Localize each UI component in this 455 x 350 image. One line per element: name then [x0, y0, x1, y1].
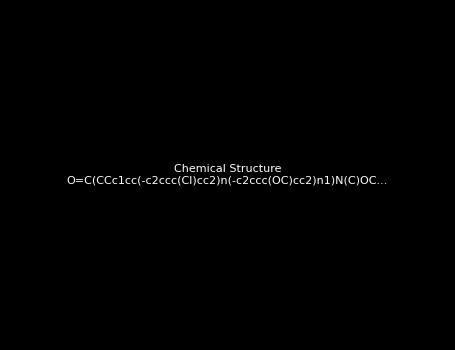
Text: Chemical Structure
O=C(CCc1cc(-c2ccc(Cl)cc2)n(-c2ccc(OC)cc2)n1)N(C)OC...: Chemical Structure O=C(CCc1cc(-c2ccc(Cl)…	[67, 164, 388, 186]
